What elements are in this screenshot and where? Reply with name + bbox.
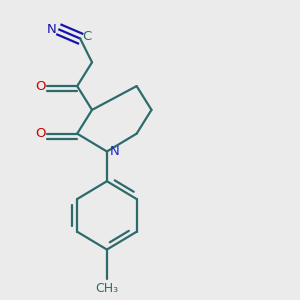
Text: CH₃: CH₃	[95, 282, 119, 295]
Text: O: O	[35, 80, 45, 93]
Text: N: N	[110, 145, 119, 158]
Text: O: O	[35, 127, 45, 140]
Text: C: C	[82, 30, 91, 43]
Text: N: N	[47, 23, 57, 36]
